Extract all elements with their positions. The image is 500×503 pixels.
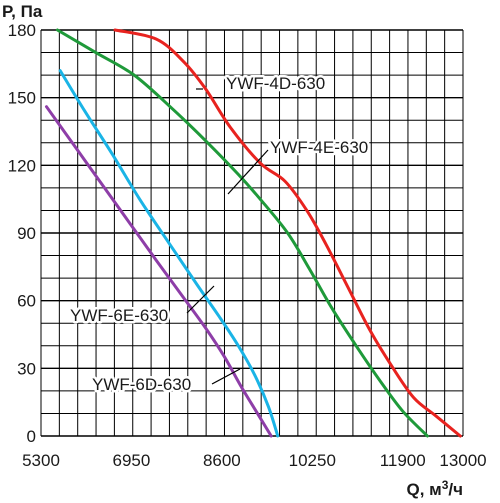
series-curves — [44, 28, 462, 438]
y-tick-label: 150 — [8, 89, 36, 108]
x-tick-label: 6950 — [113, 451, 151, 470]
y-axis-title: P, Па — [2, 2, 43, 21]
ywf-6e-630-line — [58, 69, 280, 438]
series-label-halo: YWF-6D-630 — [92, 375, 191, 394]
x-tick-label: 10250 — [289, 451, 336, 470]
ywf-4d-630-line — [113, 28, 462, 438]
leader-line — [211, 368, 241, 385]
y-tick-label: 180 — [8, 21, 36, 40]
series-label-halo: YWF-4D-630 — [226, 74, 325, 93]
series-label: YWF-4D-630 — [226, 74, 325, 93]
y-tick-label: 0 — [27, 427, 36, 446]
x-tick-label: 13000 — [439, 451, 486, 470]
y-tick-label: 120 — [8, 156, 36, 175]
leader-line — [227, 149, 269, 195]
ywf-6d-630-line — [44, 105, 273, 438]
series-labels: YWF-4D-630YWF-4D-630YWF-4E-630YWF-4E-630… — [68, 72, 371, 397]
x-axis-title-sup: 3 — [442, 478, 449, 492]
series-label: YWF-6E-630 — [70, 306, 168, 325]
grid — [40, 29, 464, 437]
leader-line — [186, 285, 215, 314]
series-label: YWF-6D-630 — [92, 375, 191, 394]
series-label-halo: YWF-4E-630 — [270, 138, 368, 157]
ywf-4e-630-line — [55, 28, 429, 438]
series-label: YWF-4E-630 — [270, 138, 368, 157]
series-label-halo: YWF-6E-630 — [70, 306, 168, 325]
x-axis-title: Q, м3/ч — [406, 478, 463, 499]
y-tick-label: 30 — [17, 359, 36, 378]
x-tick-label: 5300 — [22, 451, 60, 470]
label-leaders — [186, 88, 269, 385]
x-axis-title-suffix: /ч — [448, 480, 463, 499]
x-axis-title-main: Q, м — [406, 480, 441, 499]
x-tick-label: 8600 — [203, 451, 241, 470]
y-tick-label: 90 — [17, 224, 36, 243]
y-tick-labels: 0 30 60 90 120 150 180 — [8, 21, 36, 446]
x-tick-label: 11900 — [380, 451, 426, 470]
x-tick-labels: 5300 6950 8600 10250 11900 13000 — [22, 451, 487, 470]
y-tick-label: 60 — [17, 292, 36, 311]
